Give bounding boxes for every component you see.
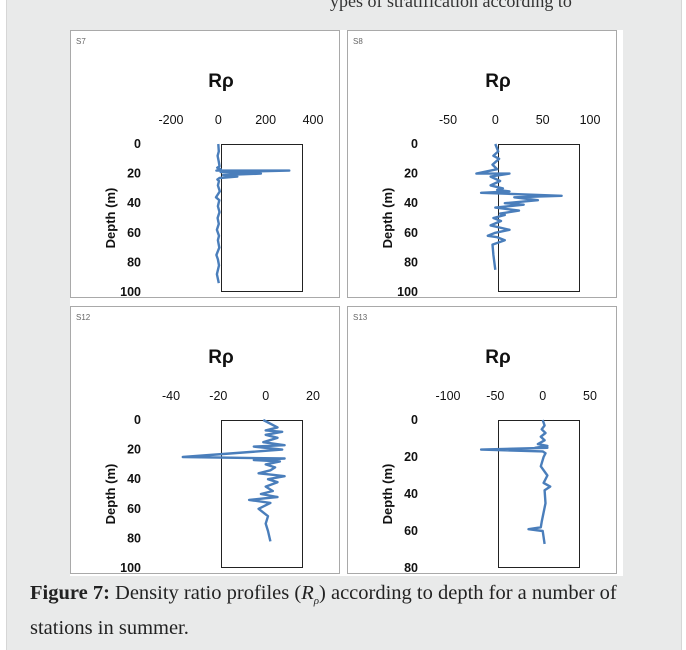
x-tick-label: 20 <box>306 389 320 403</box>
y-tick-label: 0 <box>411 413 418 427</box>
y-tick-label: 80 <box>127 531 141 545</box>
y-axis-label: Depth (m) <box>380 188 395 249</box>
chart-s12: S12 Rρ -40 -20 0 20 0 20 40 60 80 100 Depth (m) <box>76 313 320 573</box>
y-tick-label: 0 <box>134 413 141 427</box>
caption-symbol: Rρ <box>301 582 320 608</box>
caption-text-after: ) according to depth for a number of sta… <box>30 582 617 640</box>
y-tick-label: 40 <box>127 472 141 486</box>
y-tick-label: 100 <box>120 285 141 297</box>
y-tick-label: 20 <box>127 167 141 181</box>
plot-area <box>221 144 303 292</box>
chart-s7: S7 Rρ -200 0 200 400 0 20 40 60 80 100 Depth (m) <box>76 37 324 297</box>
chart-s8: S8 Rρ -50 0 50 100 0 20 40 60 80 100 Depth (m) <box>353 37 601 297</box>
x-tick-label: 50 <box>536 113 550 127</box>
figure-caption: Figure 7: Density ratio profiles (Rρ) ac… <box>30 580 660 642</box>
chart-title: Rρ <box>208 71 234 92</box>
y-tick-label: 80 <box>404 255 418 269</box>
caption-label: Figure 7: <box>30 582 110 604</box>
y-tick-label: 60 <box>404 524 418 538</box>
station-label: S8 <box>353 37 363 46</box>
series-line <box>214 143 291 284</box>
x-tick-label: -40 <box>162 389 180 403</box>
y-tick-label: 80 <box>127 255 141 269</box>
y-tick-label: 60 <box>127 226 141 240</box>
x-tick-label: 0 <box>215 113 222 127</box>
station-label: S13 <box>353 313 368 322</box>
chart-title: Rρ <box>485 71 511 92</box>
panel-s13: S13 Rρ -100 -50 0 50 0 20 40 60 80 Depth (m) <box>347 306 617 574</box>
y-tick-label: 20 <box>127 443 141 457</box>
y-tick-label: 60 <box>127 502 141 516</box>
x-tick-label: 0 <box>262 389 269 403</box>
y-tick-label: 40 <box>404 196 418 210</box>
y-tick-label: 100 <box>120 561 141 573</box>
x-tick-label: -50 <box>486 389 504 403</box>
station-label: S7 <box>76 37 86 46</box>
caption-text-before: Density ratio profiles ( <box>115 582 302 604</box>
station-label: S12 <box>76 313 91 322</box>
panel-s8: S8 Rρ -50 0 50 100 0 20 40 60 80 100 Depth (m) <box>347 30 617 298</box>
panel-s7: S7 Rρ -200 0 200 400 0 20 40 60 80 100 Depth (m) <box>70 30 340 298</box>
x-tick-label: 0 <box>492 113 499 127</box>
y-tick-label: 20 <box>404 450 418 464</box>
page-header-fragment: ypes of stratification according to <box>330 0 572 11</box>
y-tick-label: 20 <box>404 167 418 181</box>
y-tick-label: 100 <box>397 285 418 297</box>
y-tick-label: 0 <box>134 137 141 151</box>
figure: S7 Rρ -200 0 200 400 0 20 40 60 80 100 Depth (m) S8 R… <box>70 30 623 576</box>
x-tick-label: -200 <box>158 113 183 127</box>
plot-area <box>221 420 303 568</box>
x-tick-label: -20 <box>209 389 227 403</box>
x-tick-label: 100 <box>580 113 601 127</box>
panel-s12: S12 Rρ -40 -20 0 20 0 20 40 60 80 100 Depth (m) <box>70 306 340 574</box>
y-tick-label: 80 <box>404 561 418 573</box>
chart-title: Rρ <box>485 347 511 368</box>
y-axis-label: Depth (m) <box>380 464 395 525</box>
plot-area <box>498 144 580 292</box>
y-tick-label: 60 <box>404 226 418 240</box>
y-axis-label: Depth (m) <box>103 464 118 525</box>
plot-area <box>498 420 580 568</box>
x-tick-label: 200 <box>255 113 276 127</box>
x-tick-label: -100 <box>435 389 460 403</box>
series-line <box>475 143 563 270</box>
y-tick-label: 40 <box>127 196 141 210</box>
x-tick-label: 0 <box>539 389 546 403</box>
y-tick-label: 40 <box>404 487 418 501</box>
series-line <box>479 419 552 545</box>
x-tick-label: -50 <box>439 113 457 127</box>
series-line <box>181 418 286 542</box>
chart-s13: S13 Rρ -100 -50 0 50 0 20 40 60 80 Depth (m) <box>353 313 597 573</box>
y-axis-label: Depth (m) <box>103 188 118 249</box>
y-tick-label: 0 <box>411 137 418 151</box>
x-tick-label: 400 <box>303 113 324 127</box>
x-tick-label: 50 <box>583 389 597 403</box>
chart-title: Rρ <box>208 347 234 368</box>
